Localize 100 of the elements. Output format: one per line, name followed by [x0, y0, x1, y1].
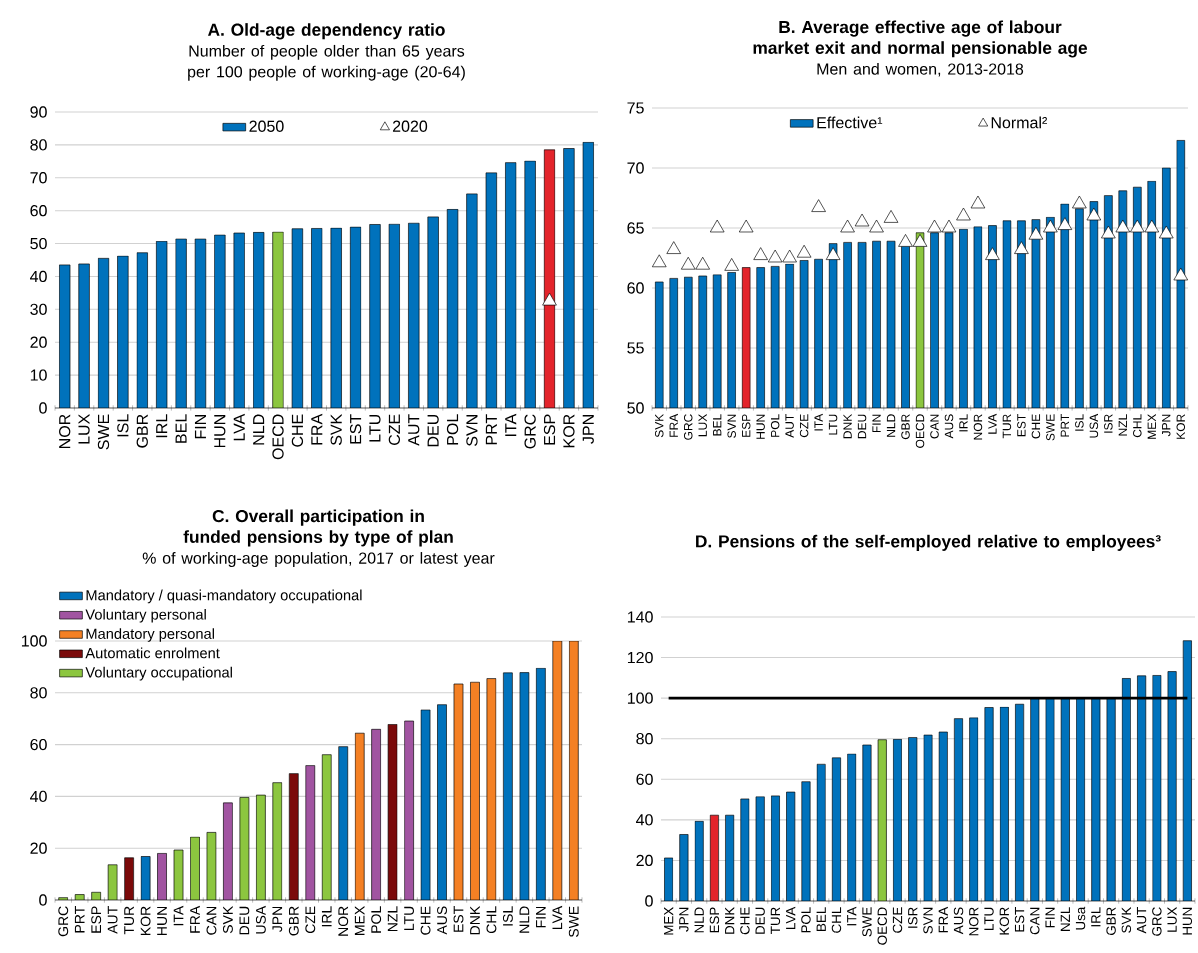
- x-tick-label: IRL: [959, 414, 968, 432]
- point: [1086, 207, 1102, 221]
- x-tick-label: NLD: [886, 414, 896, 437]
- x-tick-label: GBR: [136, 414, 148, 448]
- x-tick-label: CAN: [206, 906, 217, 935]
- x-tick-label: USA: [255, 905, 266, 934]
- x-tick-label: FRA: [669, 413, 678, 437]
- x-tick-label: ISL: [117, 414, 129, 437]
- x-tick-label: LVA: [233, 413, 245, 441]
- x-tick-label: MEX: [1147, 414, 1156, 439]
- x-tick-label: CAN: [1030, 907, 1040, 935]
- x-tick-label: CZE: [799, 414, 809, 438]
- x-tick-label: CZE: [892, 907, 903, 933]
- chart-subtitle: Number of people older than 65 years per 100 people of working-age (20-64): [188, 44, 465, 81]
- x-tick-label: FIN: [872, 414, 881, 433]
- point: [927, 219, 942, 233]
- x-tick-label: FRA: [311, 413, 323, 445]
- x-tick-label: EST: [1014, 907, 1025, 932]
- x-tick-label: CHE: [1031, 414, 1041, 439]
- legend-label: Voluntary personal: [85, 608, 206, 623]
- x-tick-label: GBR: [288, 906, 299, 936]
- point: [912, 234, 928, 247]
- x-tick-label: LTU: [369, 415, 381, 442]
- x-tick-label: POL: [446, 414, 459, 445]
- x-tick-label: FIN: [1045, 907, 1055, 928]
- legend-label: Mandatory personal: [86, 628, 214, 642]
- y-tick-label: 80: [30, 139, 47, 151]
- point: [811, 199, 826, 212]
- x-tick-label: ITA: [505, 413, 517, 436]
- x-tick-label: AUS: [437, 906, 447, 935]
- point: [796, 244, 812, 258]
- x-tick-label: DEU: [239, 906, 250, 935]
- x-tick-label: SVK: [655, 413, 664, 438]
- x-tick-label: AUT: [785, 414, 794, 438]
- legend-label: Automatic enrolment: [85, 647, 220, 659]
- x-tick-label: PRT: [74, 906, 85, 933]
- x-tick-label: SVK: [222, 905, 233, 934]
- x-tick-label: ESP: [543, 414, 556, 445]
- y-tick-label: 40: [636, 814, 653, 826]
- x-tick-label: KOR: [140, 906, 151, 935]
- x-tick-label: JPN: [679, 907, 689, 932]
- y-tick-label: 120: [627, 651, 653, 664]
- x-tick-label: GRC: [683, 414, 693, 440]
- x-tick-label: HUN: [214, 415, 226, 448]
- x-tick-label: LVA: [786, 906, 796, 929]
- x-tick-label: EST: [349, 414, 362, 444]
- x-tick-label: HUN: [157, 906, 167, 935]
- y-tick-label: 20: [30, 336, 47, 348]
- x-tick-label: FIN: [194, 415, 206, 439]
- x-tick-label: USA: [1089, 413, 1099, 438]
- point: [1115, 219, 1131, 233]
- x-tick-label: GBR: [901, 414, 910, 440]
- x-tick-label: TUR: [770, 907, 781, 934]
- x-tick-label: CZE: [305, 906, 316, 934]
- x-tick-label: ESP: [741, 414, 751, 437]
- x-tick-label: NLD: [694, 907, 704, 933]
- y-tick-label: 0: [39, 894, 47, 906]
- x-tick-label: PRT: [1060, 414, 1069, 437]
- x-tick-label: JPN: [1162, 414, 1171, 437]
- x-tick-label: AUS: [944, 414, 954, 439]
- x-tick-label: IRL: [1091, 907, 1101, 927]
- y-tick-label: 60: [636, 773, 653, 785]
- point: [1101, 225, 1116, 239]
- chart-title: C. Overall participation in funded pensions by type of plan: [183, 509, 453, 547]
- x-tick-label: CHE: [420, 906, 431, 935]
- point: [883, 210, 899, 223]
- point: [1028, 226, 1044, 240]
- x-tick-label: POL: [801, 907, 811, 933]
- x-tick-label: LTU: [404, 906, 414, 931]
- x-tick-label: ITA: [814, 413, 823, 431]
- x-tick-label: SVN: [923, 907, 933, 934]
- point: [1057, 217, 1073, 230]
- x-tick-label: AUT: [107, 906, 118, 934]
- x-tick-label: CZE: [388, 414, 401, 445]
- x-tick-label: LTU: [828, 414, 838, 435]
- x-tick-label: DNK: [470, 905, 480, 935]
- legend-label: 2020: [392, 120, 428, 132]
- y-tick-label: 10: [30, 369, 47, 381]
- point: [1144, 219, 1160, 233]
- chart-title: D. Pensions of the self-employed relative to employees³: [696, 534, 1161, 551]
- legend-label: Mandatory / quasi-mandatory occupational: [86, 589, 362, 604]
- x-tick-label: ISL: [1075, 414, 1084, 431]
- y-tick-label: 70: [30, 172, 47, 184]
- point: [1173, 267, 1189, 281]
- x-tick-label: KOR: [1176, 414, 1186, 439]
- point: [854, 213, 870, 227]
- x-tick-label: NZL: [387, 906, 398, 932]
- y-tick-label: 60: [627, 282, 644, 294]
- x-tick-label: NLD: [519, 906, 530, 933]
- y-tick-label: 60: [30, 738, 47, 751]
- x-tick-label: POL: [770, 414, 780, 437]
- x-tick-label: ITA: [847, 906, 857, 926]
- x-tick-label: NOR: [969, 907, 979, 936]
- x-tick-label: BEL: [713, 414, 722, 436]
- x-tick-label: LUX: [78, 414, 90, 444]
- x-tick-label: CAN: [930, 414, 939, 439]
- x-tick-label: SWE: [568, 906, 579, 938]
- x-tick-label: DEU: [857, 414, 867, 439]
- y-tick-label: 60: [30, 205, 47, 217]
- y-tick-label: 20: [30, 842, 47, 854]
